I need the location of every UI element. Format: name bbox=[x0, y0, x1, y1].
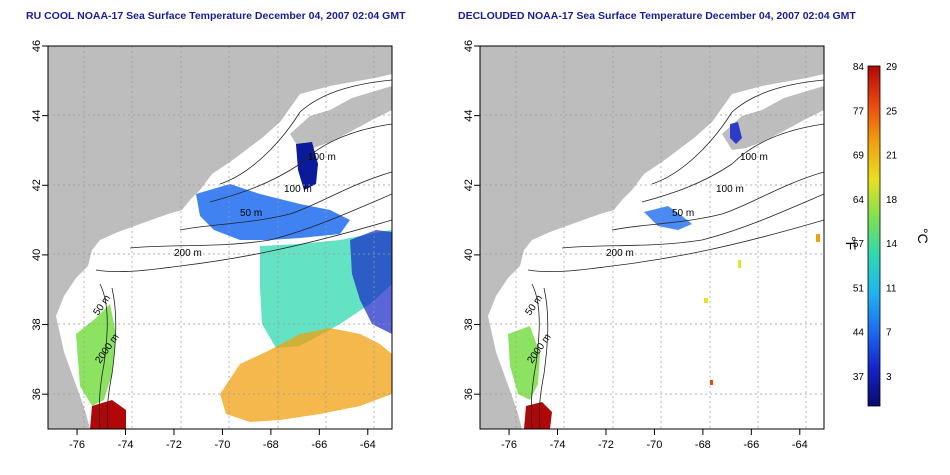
x-tick-label: -66 bbox=[311, 439, 327, 451]
y-tick-label: 36 bbox=[463, 388, 475, 400]
y-tick-label: 46 bbox=[31, 40, 43, 52]
bathymetry-contours bbox=[527, 79, 824, 429]
y-tick-label: 42 bbox=[31, 179, 43, 191]
celsius-tick-label: 11 bbox=[886, 283, 897, 294]
x-tick-label: -76 bbox=[69, 439, 85, 451]
fahrenheit-tick-label: 51 bbox=[853, 283, 865, 294]
y-tick-label: 44 bbox=[31, 110, 43, 122]
celsius-tick-label: 14 bbox=[886, 239, 898, 250]
land-mass bbox=[480, 46, 824, 429]
y-tick-label: 36 bbox=[31, 388, 43, 400]
temperature-colorbar: 84 77 69 64 57 51 44 37 29 25 21 18 14 11 7 3 °F °C bbox=[843, 62, 931, 407]
contour-label-200m: 200 m bbox=[606, 248, 634, 259]
sst-patch-bay bbox=[296, 142, 318, 190]
sst-dot-4 bbox=[710, 380, 713, 385]
contour-label-50m-north: 50 m bbox=[672, 208, 694, 219]
left-map-title: RU COOL NOAA-17 Sea Surface Temperature … bbox=[26, 10, 406, 22]
y-tick-label: 44 bbox=[463, 110, 475, 122]
sst-patch-gulfstream bbox=[220, 328, 392, 422]
nova-scotia-land bbox=[722, 86, 824, 150]
colorbar-ticks: 84 77 69 64 57 51 44 37 29 25 21 18 14 11 7 3 bbox=[853, 62, 898, 383]
contour-label-100m-b: 100 m bbox=[716, 184, 744, 195]
x-tick-label: -66 bbox=[743, 439, 759, 451]
sst-patch-coastal bbox=[76, 304, 116, 406]
y-tick-label: 46 bbox=[463, 40, 475, 52]
fahrenheit-tick-label: 64 bbox=[853, 195, 865, 206]
fahrenheit-tick-label: 57 bbox=[853, 239, 865, 250]
x-tick-label: -68 bbox=[695, 439, 711, 451]
y-tick-label: 40 bbox=[463, 249, 475, 261]
map-frame bbox=[47, 45, 393, 430]
y-tick-label: 40 bbox=[31, 249, 43, 261]
x-tick-label: -64 bbox=[360, 439, 376, 451]
declouded-sst-map: 100 m 100 m 50 m 200 m 50 m 2000 m -76 -7… bbox=[463, 40, 825, 451]
contour-label-100m-a: 100 m bbox=[308, 152, 336, 163]
contour-label-100m-b: 100 m bbox=[284, 184, 312, 195]
x-tick-label: -74 bbox=[118, 439, 134, 451]
celsius-tick-label: 21 bbox=[886, 151, 898, 162]
raw-sst-map: 100 m 100 m 50 m 200 m 50 m 2000 m -76 -7… bbox=[31, 40, 393, 451]
x-tick-label: -72 bbox=[598, 439, 614, 451]
contour-label-200m: 200 m bbox=[174, 248, 202, 259]
contour-label-100m-a: 100 m bbox=[740, 152, 768, 163]
fahrenheit-tick-label: 69 bbox=[853, 151, 865, 162]
celsius-tick-label: 29 bbox=[886, 62, 898, 73]
y-tick-label: 38 bbox=[463, 318, 475, 330]
x-tick-label: -74 bbox=[550, 439, 566, 451]
sst-dot-3 bbox=[704, 298, 708, 303]
x-tick-label: -64 bbox=[792, 439, 808, 451]
x-tick-label: -72 bbox=[166, 439, 182, 451]
y-tick-label: 38 bbox=[31, 318, 43, 330]
sst-dot-2 bbox=[738, 260, 741, 268]
x-tick-label: -70 bbox=[214, 439, 230, 451]
fahrenheit-tick-label: 44 bbox=[853, 328, 865, 339]
x-tick-label: -76 bbox=[501, 439, 517, 451]
map-frame bbox=[479, 45, 825, 430]
y-tick-label: 42 bbox=[463, 179, 475, 191]
celsius-unit-label: °C bbox=[915, 228, 931, 244]
grid-lines bbox=[480, 46, 824, 429]
bathymetry-contours bbox=[95, 79, 392, 429]
sst-patch-bay bbox=[730, 122, 742, 144]
fahrenheit-tick-label: 77 bbox=[853, 106, 865, 117]
celsius-tick-label: 3 bbox=[886, 372, 892, 383]
contour-label-50m-north: 50 m bbox=[240, 208, 262, 219]
celsius-tick-label: 7 bbox=[886, 328, 892, 339]
sst-patch-east bbox=[350, 230, 392, 334]
fahrenheit-tick-label: 37 bbox=[853, 372, 865, 383]
nova-scotia-land bbox=[290, 86, 392, 150]
colorbar-gradient bbox=[867, 65, 881, 407]
sst-patch-north bbox=[196, 184, 350, 240]
fahrenheit-tick-label: 84 bbox=[853, 62, 865, 73]
celsius-tick-label: 18 bbox=[886, 195, 898, 206]
fahrenheit-unit-label: °F bbox=[843, 236, 859, 250]
land-mass bbox=[48, 46, 392, 429]
right-map-title: DECLOUDED NOAA-17 Sea Surface Temperatur… bbox=[458, 10, 856, 22]
celsius-tick-label: 25 bbox=[886, 106, 898, 117]
x-tick-label: -70 bbox=[646, 439, 662, 451]
sst-dot-1 bbox=[816, 234, 820, 242]
x-tick-label: -68 bbox=[263, 439, 279, 451]
